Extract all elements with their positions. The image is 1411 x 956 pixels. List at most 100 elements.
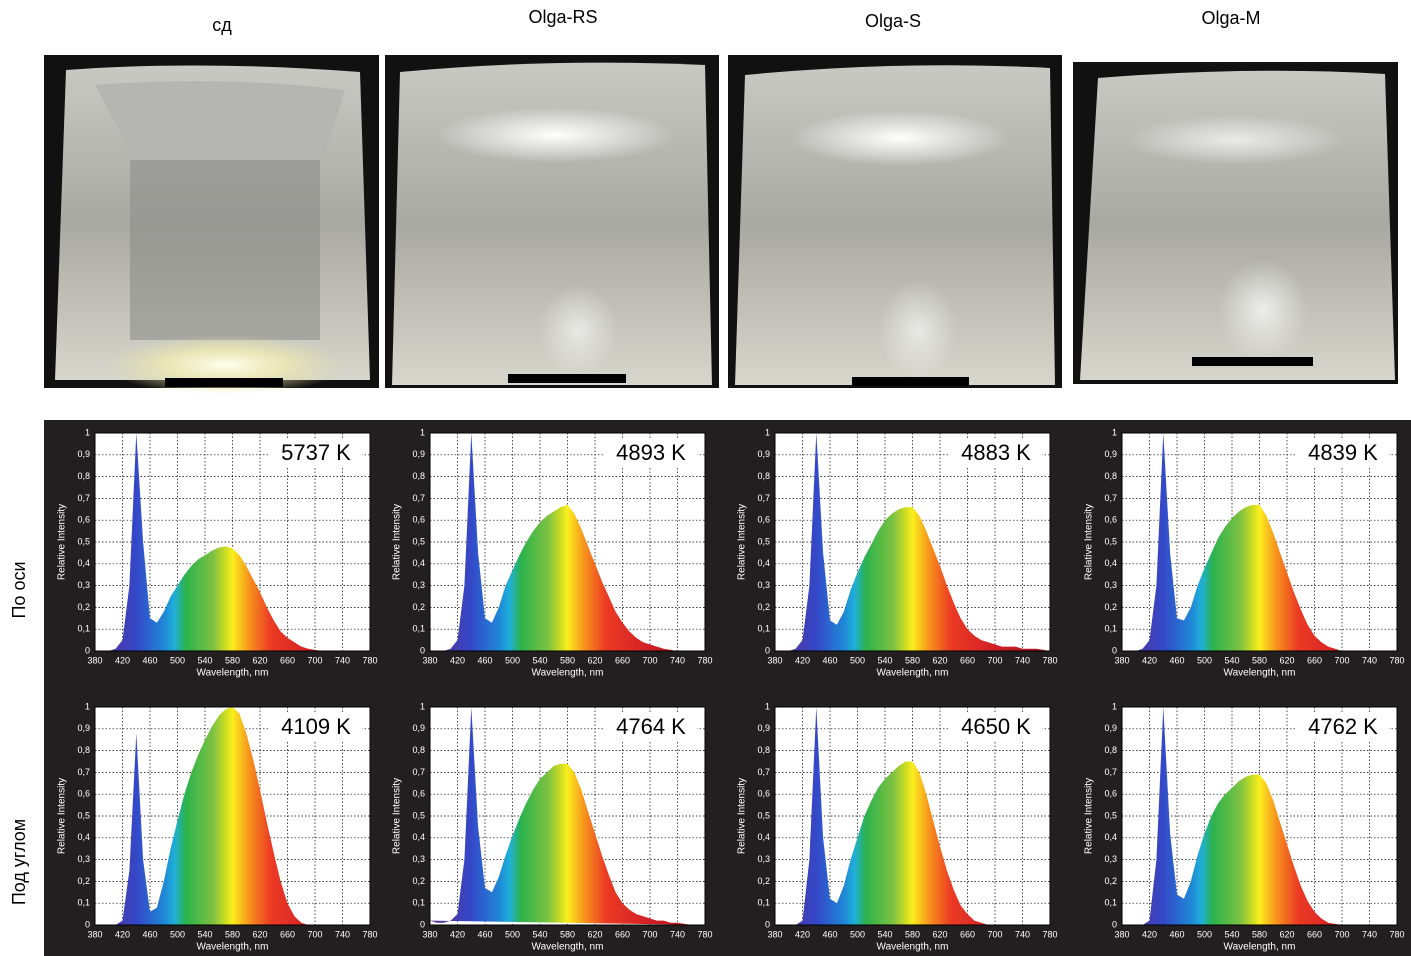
x-tick-label: 780	[1042, 929, 1057, 939]
annotation: 4883 K	[961, 440, 1031, 465]
y-tick-label: 0,2	[1104, 876, 1117, 886]
y-axis-label: Relative Intensity	[392, 778, 403, 854]
y-tick-label: 0,8	[1104, 745, 1117, 755]
y-tick-label: 0,2	[77, 602, 90, 612]
y-tick-label: 1	[1112, 701, 1117, 711]
x-tick-label: 380	[767, 655, 782, 665]
y-tick-label: 0,5	[757, 536, 770, 546]
y-axis-label: Relative Intensity	[737, 778, 748, 854]
x-axis-label: Wavelength, nm	[1224, 668, 1296, 679]
x-tick-label: 460	[1169, 655, 1184, 665]
x-tick-label: 740	[670, 929, 685, 939]
chart: 00,10,20,30,40,50,60,70,80,9138042046050…	[1084, 427, 1405, 678]
x-tick-label: 660	[1307, 655, 1322, 665]
y-tick-label: 0	[765, 645, 770, 655]
x-tick-label: 500	[505, 655, 520, 665]
column-title: Olga-M	[1201, 8, 1260, 28]
y-tick-label: 0,8	[77, 745, 90, 755]
y-tick-label: 0,9	[1104, 723, 1117, 733]
y-tick-label: 0,6	[412, 515, 425, 525]
y-tick-label: 0	[420, 919, 425, 929]
y-tick-label: 0,6	[757, 789, 770, 799]
y-tick-label: 0,5	[1104, 536, 1117, 546]
x-tick-label: 540	[877, 655, 892, 665]
x-tick-label: 380	[422, 655, 437, 665]
y-tick-label: 1	[1112, 427, 1117, 437]
x-tick-label: 660	[615, 929, 630, 939]
y-tick-label: 0,5	[412, 536, 425, 546]
x-tick-label: 780	[362, 929, 377, 939]
x-tick-label: 740	[1362, 929, 1377, 939]
x-tick-label: 620	[1279, 929, 1294, 939]
x-tick-label: 540	[1224, 929, 1239, 939]
page: сд Olga-RS Olga-S Olga-M По оси Под угло…	[0, 0, 1411, 956]
x-tick-label: 420	[115, 929, 130, 939]
x-tick-label: 460	[477, 655, 492, 665]
figure: сд Olga-RS Olga-S Olga-M По оси Под угло…	[0, 0, 1411, 956]
chart: 00,10,20,30,40,50,60,70,80,9138042046050…	[1084, 701, 1405, 952]
y-tick-label: 0,7	[77, 493, 90, 503]
y-tick-label: 0,7	[1104, 493, 1117, 503]
x-tick-label: 500	[170, 929, 185, 939]
annotation: 4762 K	[1308, 714, 1378, 739]
x-tick-label: 540	[197, 655, 212, 665]
y-tick-label: 0,6	[412, 789, 425, 799]
x-tick-label: 500	[505, 929, 520, 939]
x-tick-label: 420	[1142, 929, 1157, 939]
y-tick-label: 0,4	[1104, 558, 1117, 568]
x-tick-label: 580	[560, 929, 575, 939]
y-tick-label: 0,8	[412, 471, 425, 481]
y-axis-label: Relative Intensity	[737, 504, 748, 580]
y-tick-label: 0,3	[1104, 580, 1117, 590]
y-axis-label: Relative Intensity	[1084, 504, 1095, 580]
x-axis-label: Wavelength, nm	[1224, 942, 1296, 953]
x-tick-label: 700	[1334, 655, 1349, 665]
x-tick-label: 660	[960, 655, 975, 665]
x-tick-label: 460	[822, 655, 837, 665]
x-tick-label: 700	[642, 655, 657, 665]
x-tick-label: 540	[1224, 655, 1239, 665]
y-tick-label: 0,7	[757, 767, 770, 777]
x-tick-label: 380	[767, 929, 782, 939]
y-tick-label: 0,3	[412, 854, 425, 864]
y-tick-label: 0,9	[412, 449, 425, 459]
x-tick-label: 740	[335, 655, 350, 665]
annotation: 4839 K	[1308, 440, 1378, 465]
x-tick-label: 420	[1142, 655, 1157, 665]
y-tick-label: 0,1	[1104, 624, 1117, 634]
row-label: Под углом	[9, 819, 29, 905]
column-title: сд	[212, 15, 232, 35]
x-tick-label: 460	[477, 929, 492, 939]
x-tick-label: 380	[422, 929, 437, 939]
y-tick-label: 0,4	[757, 558, 770, 568]
x-tick-label: 380	[87, 655, 102, 665]
y-tick-label: 0,4	[77, 558, 90, 568]
x-tick-label: 620	[252, 929, 267, 939]
x-tick-label: 700	[307, 655, 322, 665]
y-tick-label: 0,2	[1104, 602, 1117, 612]
y-tick-label: 0	[85, 919, 90, 929]
x-tick-label: 420	[115, 655, 130, 665]
y-tick-label: 0,3	[757, 854, 770, 864]
y-tick-label: 0,7	[412, 767, 425, 777]
y-tick-label: 0,8	[77, 471, 90, 481]
y-tick-label: 0,3	[757, 580, 770, 590]
y-axis-label: Relative Intensity	[1084, 778, 1095, 854]
x-tick-label: 700	[987, 929, 1002, 939]
y-tick-label: 0,1	[757, 898, 770, 908]
y-axis-label: Relative Intensity	[57, 504, 68, 580]
y-tick-label: 0,4	[77, 832, 90, 842]
y-tick-label: 0,5	[77, 536, 90, 546]
x-tick-label: 740	[670, 655, 685, 665]
y-tick-label: 1	[765, 701, 770, 711]
annotation: 4109 K	[281, 714, 351, 739]
x-tick-label: 500	[850, 929, 865, 939]
y-tick-label: 0,4	[1104, 832, 1117, 842]
y-tick-label: 1	[765, 427, 770, 437]
y-tick-label: 0,5	[412, 810, 425, 820]
y-tick-label: 0,6	[1104, 515, 1117, 525]
y-tick-label: 0,3	[77, 854, 90, 864]
y-tick-label: 0	[1112, 645, 1117, 655]
